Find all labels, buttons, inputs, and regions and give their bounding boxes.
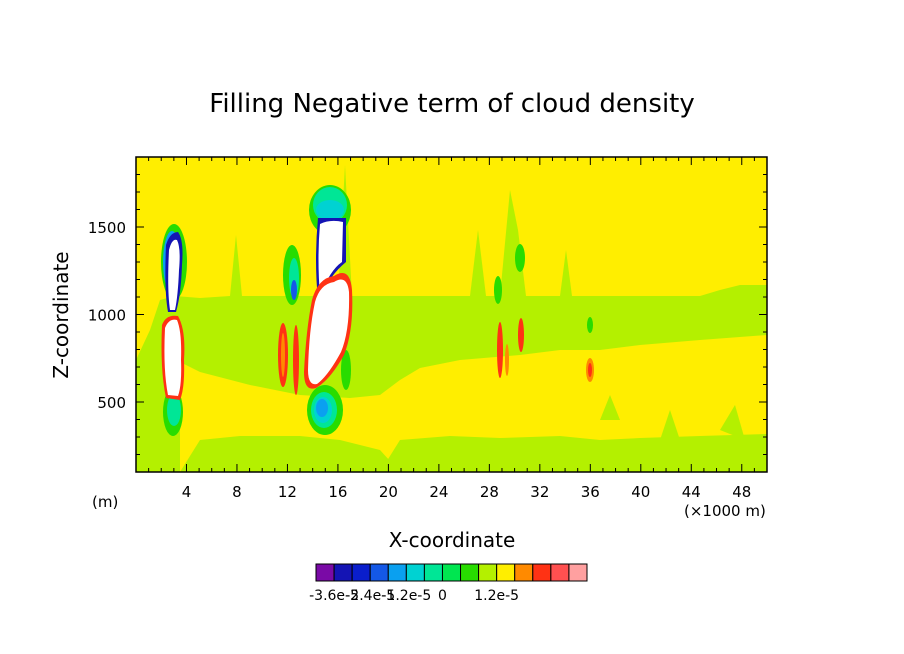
x-tick-label: 24 xyxy=(429,483,448,501)
x-tick-label: 40 xyxy=(631,483,650,501)
band-blue xyxy=(291,280,297,300)
colorbar-swatch xyxy=(550,563,570,582)
y-tick-label: 1500 xyxy=(88,219,126,237)
negative-core-right xyxy=(316,218,346,300)
x-tick-label: 16 xyxy=(328,483,347,501)
y-tick-label: 500 xyxy=(97,394,126,412)
x-tick-label: 32 xyxy=(530,483,549,501)
x-tick-label: 44 xyxy=(682,483,701,501)
colorbar-swatch xyxy=(369,563,389,582)
x-tick-label: 48 xyxy=(732,483,751,501)
colorbar-swatch xyxy=(496,563,516,582)
plot-area xyxy=(136,157,767,472)
colorbar-swatch xyxy=(351,563,371,582)
colorbar-swatch xyxy=(423,563,443,582)
chart-title: Filling Negative term of cloud density xyxy=(209,89,695,119)
colorbar-swatch xyxy=(568,563,588,582)
x-unit-right: (×1000 m) xyxy=(684,502,766,520)
positive-streaks xyxy=(278,318,594,395)
x-tick-label: 36 xyxy=(581,483,600,501)
colorbar-swatch xyxy=(514,563,534,582)
x-tick-label: 4 xyxy=(182,483,192,501)
x-tick-label: 20 xyxy=(379,483,398,501)
x-unit-left: (m) xyxy=(92,493,118,511)
colorbar-swatch xyxy=(387,563,407,582)
colorbar-label: 0 xyxy=(438,588,447,604)
negative-core-left xyxy=(165,232,183,312)
colorbar-swatch xyxy=(532,563,552,582)
y-axis: 500 1000 1500 xyxy=(88,156,767,473)
x-tick-label: 8 xyxy=(232,483,242,501)
x-tick-label: 28 xyxy=(480,483,499,501)
colorbar-label: 1.2e-5 xyxy=(474,588,519,604)
positive-core-left xyxy=(161,315,185,400)
colorbar-swatch xyxy=(405,563,425,582)
positive-core-right xyxy=(304,273,353,389)
colorbar-swatch xyxy=(441,563,462,582)
y-axis-label: Z-coordinate xyxy=(49,251,73,378)
colorbar-swatch xyxy=(478,563,498,582)
colorbar xyxy=(315,563,588,582)
colorbar-label: -2.4e-5 xyxy=(345,588,395,604)
colorbar-swatch xyxy=(333,563,353,582)
colorbar-label: -1.2e-5 xyxy=(381,588,431,604)
colorbar-swatch xyxy=(315,563,335,582)
x-tick-label: 12 xyxy=(278,483,297,501)
x-axis: 4 8 12 16 20 24 28 32 36 40 44 48 xyxy=(135,157,768,501)
colorbar-swatch xyxy=(460,563,480,582)
colorbar-label: -3.6e-5 xyxy=(309,588,359,604)
colorbar-labels: -3.6e-5-2.4e-5-1.2e-5 0 1.2e-5 xyxy=(309,588,519,604)
x-axis-label: X-coordinate xyxy=(389,528,516,552)
y-tick-label: 1000 xyxy=(88,307,126,325)
